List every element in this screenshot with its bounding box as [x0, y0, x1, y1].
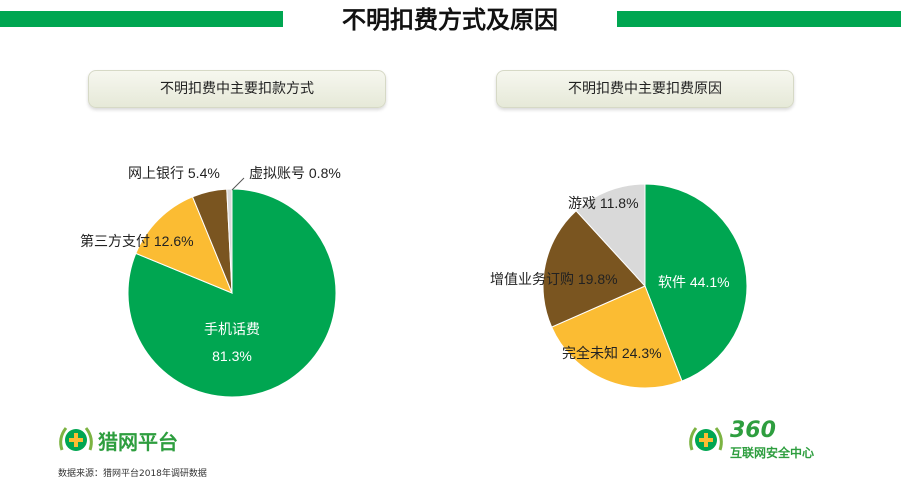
leader-line-3 [231, 177, 245, 191]
pie-slice-3 [575, 183, 646, 288]
right-chart-header: 不明扣费中主要扣费原因 [496, 70, 794, 108]
left-pie: 手机话费 81.3% 第三方支付 12.6% 网上银行 5.4% 虚拟账号 0.8% [80, 165, 341, 398]
pie-slice-3 [226, 188, 233, 294]
slice-label-2: 增值业务订购 19.8% [490, 271, 618, 287]
360-logo-number: 360 [730, 418, 776, 443]
slice-label-0: 软件 44.1% [658, 274, 730, 290]
title-bar-left [0, 11, 283, 27]
360-logo-icon [689, 427, 723, 451]
slice-label-3: 游戏 11.8% [568, 195, 639, 211]
slice-label-3: 虚拟账号 0.8% [249, 165, 341, 181]
left-chart-header: 不明扣费中主要扣款方式 [88, 70, 386, 108]
page-title: 不明扣费方式及原因 [342, 6, 558, 34]
data-source-note: 数据来源：猎网平台2018年调研数据 [58, 469, 207, 479]
right-pie: 软件 44.1% 完全未知 24.3% 增值业务订购 19.8% 游戏 11.8% [490, 183, 748, 389]
slice-value-0: 81.3% [212, 348, 252, 364]
pie-slice-1 [135, 196, 233, 294]
pie-slice-1 [550, 285, 683, 389]
lie-wang-logo-icon [59, 427, 93, 451]
title-bar-right [617, 11, 901, 27]
pie-slice-2 [542, 210, 646, 328]
360-logo-text: 互联网安全中心 [730, 446, 815, 460]
lie-wang-logo-text: 猎网平台 [98, 430, 178, 454]
slice-label-1: 完全未知 24.3% [562, 345, 662, 361]
slice-label-2: 网上银行 5.4% [128, 165, 220, 181]
lie-wang-logo: 猎网平台 [56, 420, 196, 460]
360-logo: 360 互联网安全中心 [686, 418, 846, 460]
slice-label-1: 第三方支付 12.6% [80, 233, 194, 249]
slice-label-0: 手机话费 [204, 321, 260, 337]
pie-slice-0 [644, 183, 748, 382]
